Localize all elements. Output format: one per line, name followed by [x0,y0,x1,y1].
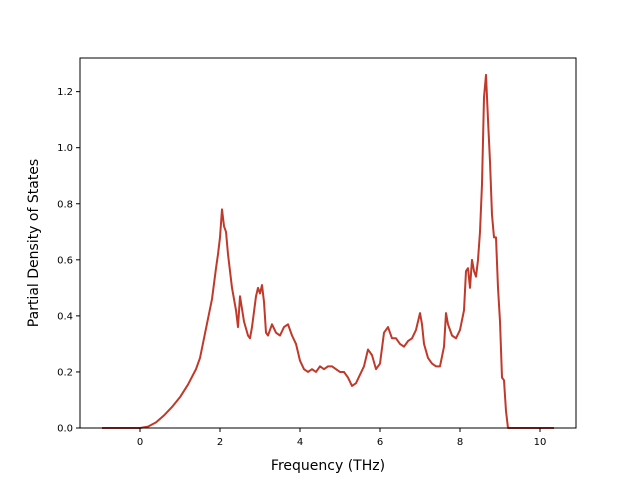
y-tick-label: 0.6 [57,255,73,266]
x-tick-label: 6 [377,437,383,448]
x-tick-label: 2 [217,437,223,448]
ticks-layer: 0 2 4 6 8 10 0.0 0.2 0.4 0.6 0.8 1.0 1.2 [57,87,546,448]
y-tick-label: 0.0 [57,424,73,435]
x-tick-label: 4 [297,437,303,448]
y-axis-label: Partial Density of States [26,159,42,327]
x-tick-label: 0 [137,437,143,448]
plot-frame [79,57,577,429]
y-tick-label: 1.0 [57,143,73,154]
y-tick-label: 0.4 [57,311,73,322]
x-tick-label: 8 [457,437,463,448]
y-tick-label: 1.2 [57,87,73,98]
y-tick-label: 0.8 [57,199,73,210]
x-tick-label: 10 [534,437,547,448]
y-tick-label: 0.2 [57,367,73,378]
pdos-series-line [102,73,554,429]
x-axis-label: Frequency (THz) [271,458,385,474]
series-layer [102,73,554,429]
